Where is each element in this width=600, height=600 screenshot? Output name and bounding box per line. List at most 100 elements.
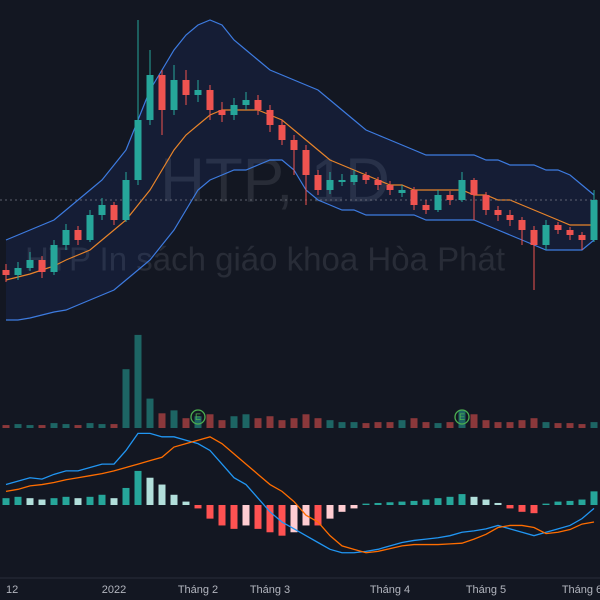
macd-histogram-bar [350,505,358,509]
macd-histogram-bar [494,502,502,505]
macd-histogram-bar [158,484,166,505]
macd-histogram-bar [314,505,322,526]
candle-body [458,180,466,200]
x-tick-label: 2022 [102,584,126,596]
volume-bar [134,334,142,428]
candle-body [194,90,202,95]
candle-body [170,80,178,110]
volume-bar [518,420,526,428]
macd-histogram-bar [458,494,466,505]
volume-bar [110,424,118,428]
volume-bar [14,424,22,428]
candle-body [50,245,58,272]
macd-line [5,432,595,554]
candle-body [374,180,382,185]
macd-histogram-bar [374,502,382,505]
macd-histogram-bar [518,505,526,512]
x-tick-label: Tháng 2 [178,584,218,596]
volume-bar [206,414,214,428]
candle-body [398,190,406,193]
price-pane [0,19,600,321]
macd-histogram-bar [122,487,130,505]
macd-histogram-bar [254,505,262,529]
volume-bar [482,420,490,428]
macd-histogram-bar [194,505,202,509]
macd-histogram-bar [26,498,34,505]
macd-histogram-bar [434,498,442,505]
candle-body [242,100,250,105]
volume-bar [554,423,562,428]
macd-histogram-bar [290,505,298,533]
macd-histogram-bar [398,501,406,505]
macd-histogram-bar [386,502,394,505]
macd-histogram-bar [590,491,598,505]
candle-body [410,190,418,205]
candle-body [422,205,430,210]
macd-histogram-bar [86,496,94,505]
candle-body [74,230,82,240]
candle-body [158,75,166,110]
candle-body [362,175,370,180]
candle-body [14,268,22,275]
candle-body [290,140,298,150]
macd-histogram-bar [230,505,238,529]
volume-bar [230,416,238,428]
volume-bar [566,423,574,428]
macd-histogram-bar [170,494,178,505]
volume-bar [170,410,178,428]
volume-bar [38,425,46,428]
earnings-marker [190,409,206,425]
candle-body [542,225,550,245]
macd-histogram-bar [74,498,82,505]
macd-pane [2,432,598,554]
volume-bar [314,418,322,428]
volume-bar [98,424,106,428]
signal-line [5,436,595,554]
volume-bar [254,418,262,428]
volume-bar [398,420,406,428]
macd-histogram-bar [242,505,250,526]
macd-histogram-bar [530,505,538,514]
candle-body [326,180,334,190]
candle-body [254,100,262,110]
candle-body [62,230,70,245]
volume-bar [2,425,10,428]
candle-body [506,215,514,220]
candle-body [350,175,358,182]
volume-bar [530,418,538,428]
candle-body [530,230,538,245]
macd-histogram-bar [326,505,334,519]
volume-bar [374,422,382,428]
macd-histogram-bar [146,477,154,505]
candle-body [578,235,586,240]
volume-bar [458,410,466,428]
candle-body [182,80,190,95]
volume-bar [470,414,478,428]
candle-body [434,195,442,210]
bb-basis [5,109,594,281]
volume-bar [494,422,502,428]
candle-body [26,260,34,268]
volume-bar [578,424,586,428]
x-tick-label: Tháng 3 [250,584,290,596]
volume-bar [542,422,550,428]
volume-bar [74,425,82,428]
volume-bar [194,416,202,428]
macd-histogram-bar [542,503,550,505]
volume-bar [506,422,514,428]
macd-histogram-bar [278,505,286,536]
macd-histogram-bar [422,499,430,505]
macd-histogram-bar [50,498,58,505]
x-tick-label: Tháng 5 [466,584,506,596]
x-tick-label: Tháng 6 [562,584,600,596]
candle-body [38,260,46,272]
watermark-subtitle: HTP In sách giáo khoa Hòa Phát [25,241,505,278]
candle-body [386,185,394,190]
volume-bar [290,418,298,428]
candle-body [302,150,310,175]
candle-body [2,270,10,275]
candle-body [482,195,490,210]
candle-body [86,215,94,240]
volume-bar [326,420,334,428]
volume-bar [266,416,274,428]
